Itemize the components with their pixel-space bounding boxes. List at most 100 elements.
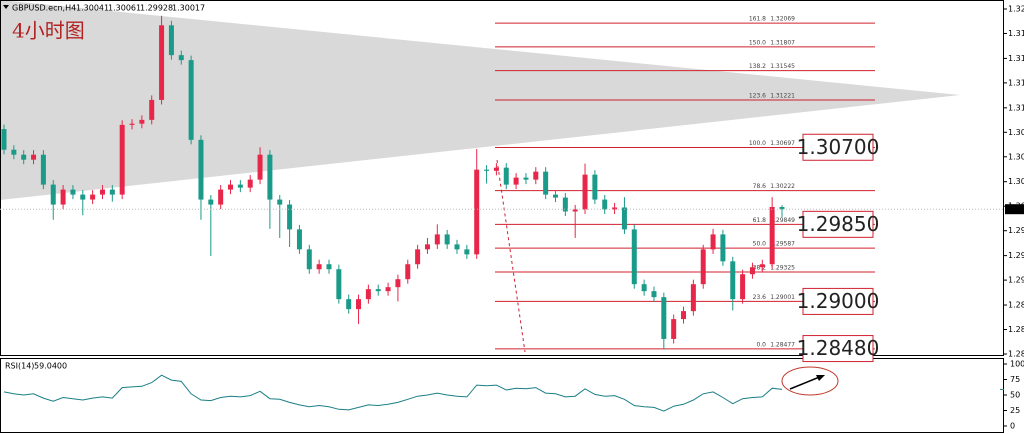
y-tick-label: 1.31680 bbox=[1008, 54, 1024, 63]
candle-body bbox=[582, 174, 588, 210]
candle-body bbox=[228, 184, 234, 190]
highlight-ellipse bbox=[781, 366, 839, 396]
candle-body bbox=[316, 264, 322, 270]
rsi-tick-label: 0 bbox=[1010, 422, 1015, 431]
candle-body bbox=[592, 174, 598, 200]
fib-level: 23.6 bbox=[753, 294, 767, 301]
y-tick-label: 1.30595 bbox=[1008, 152, 1024, 161]
fib-price: 1.29001 bbox=[770, 294, 795, 301]
price-box bbox=[802, 287, 874, 315]
fib-level: 38.2 bbox=[753, 264, 767, 271]
candle-body bbox=[700, 249, 706, 285]
candle-body bbox=[277, 199, 283, 205]
candle-body bbox=[80, 194, 86, 200]
rsi-current: 59.0400 bbox=[34, 362, 67, 371]
header-open: 1.30041 bbox=[76, 4, 109, 13]
fib-price: 1.29587 bbox=[770, 241, 795, 248]
candle-body bbox=[621, 207, 627, 230]
fib-level: 50.0 bbox=[753, 241, 767, 248]
current-price-tag bbox=[1005, 204, 1024, 215]
candle-body bbox=[434, 234, 440, 245]
fib-level: 150.0 bbox=[749, 39, 766, 46]
candle-body bbox=[552, 194, 558, 198]
fib-level: 78.6 bbox=[753, 183, 767, 190]
fib-price: 1.31545 bbox=[770, 63, 795, 70]
candle-body bbox=[306, 249, 312, 270]
candle-body bbox=[572, 209, 578, 212]
header-low: 1.29928 bbox=[140, 4, 173, 13]
fib-price: 1.30697 bbox=[770, 140, 795, 147]
candle-body bbox=[99, 189, 105, 195]
trend-dash bbox=[496, 159, 526, 353]
candle-body bbox=[651, 291, 657, 298]
candle-body bbox=[149, 99, 155, 120]
y-tick-label: 1.29505 bbox=[1008, 251, 1024, 260]
candle-body bbox=[484, 169, 490, 171]
price-box-label: 1.30700 bbox=[797, 135, 880, 159]
candle-body bbox=[50, 184, 56, 205]
price-box-label: 1.29850 bbox=[797, 212, 880, 236]
candle-body bbox=[168, 25, 174, 56]
fib-level: 0.0 bbox=[756, 341, 766, 348]
candle-body bbox=[218, 189, 224, 205]
y-tick-label: 1.29235 bbox=[1008, 276, 1024, 285]
candle-body bbox=[740, 274, 746, 300]
arrow-head bbox=[816, 375, 825, 381]
fib-price: 1.28477 bbox=[770, 341, 795, 348]
candle-body bbox=[326, 264, 332, 270]
candle-body bbox=[60, 189, 66, 205]
candle-body bbox=[444, 234, 450, 245]
fib-level: 138.2 bbox=[749, 63, 766, 70]
rsi-frame bbox=[0, 358, 1004, 433]
y-tick-label: 1.28420 bbox=[1008, 350, 1024, 359]
fib-level: 61.8 bbox=[753, 217, 767, 224]
price-box-label: 1.29000 bbox=[797, 289, 880, 313]
candle-body bbox=[720, 234, 726, 262]
candle-body bbox=[769, 207, 775, 265]
fib-level: 123.6 bbox=[749, 93, 766, 100]
main-frame bbox=[0, 0, 1004, 356]
candle-body bbox=[139, 119, 145, 124]
candle-body bbox=[454, 244, 460, 250]
candle-body bbox=[661, 297, 667, 339]
candle-body bbox=[464, 249, 470, 255]
candle-body bbox=[346, 299, 352, 310]
y-tick-label: 1.31955 bbox=[1008, 29, 1024, 38]
fib-price: 1.30222 bbox=[770, 183, 795, 190]
candle-body bbox=[543, 171, 549, 195]
header-high: 1.30061 bbox=[108, 4, 141, 13]
y-tick-label: 1.28690 bbox=[1008, 325, 1024, 334]
candle-body bbox=[109, 189, 115, 195]
rsi-name: RSI(14) bbox=[5, 362, 34, 371]
candle-body bbox=[31, 154, 37, 160]
candle-body bbox=[730, 261, 736, 300]
menu-arrow bbox=[3, 5, 9, 9]
candle-body bbox=[159, 25, 165, 100]
candle-body bbox=[257, 154, 263, 180]
symbol: GBPUSD.ecn,H4 bbox=[12, 4, 76, 13]
candle-body bbox=[602, 199, 608, 210]
candle-body bbox=[198, 139, 204, 200]
fib-level: 161.8 bbox=[749, 16, 766, 23]
rsi-tick-label: 50 bbox=[1010, 391, 1020, 400]
y-tick-label: 1.30320 bbox=[1008, 177, 1024, 186]
y-tick-label: 1.30865 bbox=[1008, 128, 1024, 137]
y-tick-label: 1.31410 bbox=[1008, 78, 1024, 87]
triangle-pattern bbox=[0, 0, 960, 200]
candle-body bbox=[208, 199, 214, 205]
candle-body bbox=[365, 289, 371, 300]
candle-body bbox=[287, 204, 293, 230]
candle-body bbox=[779, 207, 785, 210]
candle-body bbox=[375, 289, 381, 292]
candle-body bbox=[759, 264, 765, 268]
candle-body bbox=[267, 154, 273, 200]
fib-price: 1.29325 bbox=[770, 264, 795, 271]
rsi-tick-label: 100 bbox=[1010, 360, 1024, 369]
fib-price: 1.29849 bbox=[770, 217, 795, 224]
candle-body bbox=[631, 229, 637, 285]
candle-body bbox=[70, 189, 76, 195]
y-tick-label: 1.31135 bbox=[1008, 103, 1024, 112]
candle-body bbox=[237, 184, 243, 188]
fib-level: 100.0 bbox=[749, 140, 766, 147]
candle-body bbox=[474, 169, 480, 255]
